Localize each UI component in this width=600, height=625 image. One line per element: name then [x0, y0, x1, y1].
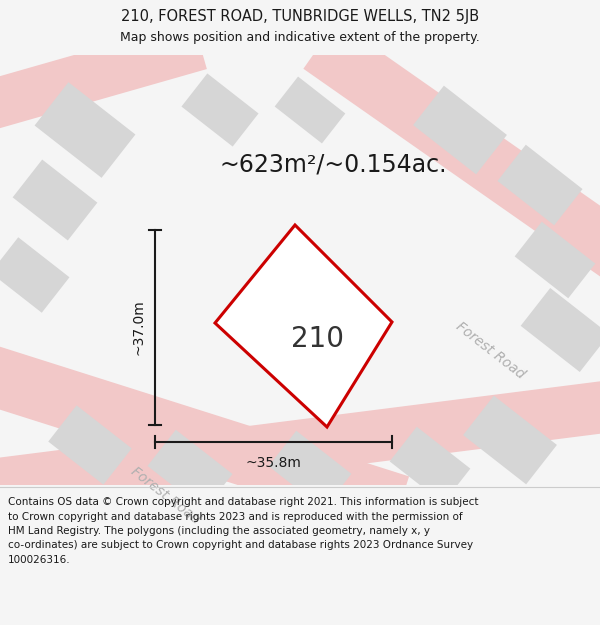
- Polygon shape: [0, 379, 600, 511]
- Polygon shape: [35, 82, 136, 178]
- Polygon shape: [48, 406, 132, 484]
- Polygon shape: [515, 222, 595, 298]
- Text: 210, FOREST ROAD, TUNBRIDGE WELLS, TN2 5JB: 210, FOREST ROAD, TUNBRIDGE WELLS, TN2 5…: [121, 9, 479, 24]
- Text: 210: 210: [291, 325, 344, 353]
- Polygon shape: [521, 288, 600, 372]
- Polygon shape: [215, 225, 392, 427]
- Polygon shape: [148, 430, 233, 510]
- Polygon shape: [0, 21, 207, 129]
- Text: ~37.0m: ~37.0m: [131, 299, 145, 356]
- Text: co-ordinates) are subject to Crown copyright and database rights 2023 Ordnance S: co-ordinates) are subject to Crown copyr…: [8, 541, 473, 551]
- Polygon shape: [304, 21, 600, 279]
- Text: Map shows position and indicative extent of the property.: Map shows position and indicative extent…: [120, 31, 480, 44]
- Polygon shape: [275, 76, 346, 144]
- Polygon shape: [0, 346, 409, 534]
- Text: ~35.8m: ~35.8m: [245, 456, 301, 470]
- Polygon shape: [181, 74, 259, 146]
- Polygon shape: [13, 159, 97, 241]
- Polygon shape: [413, 86, 507, 174]
- Text: 100026316.: 100026316.: [8, 555, 71, 565]
- Polygon shape: [269, 431, 352, 509]
- Text: Forest Road: Forest Road: [453, 319, 527, 381]
- Text: Contains OS data © Crown copyright and database right 2021. This information is : Contains OS data © Crown copyright and d…: [8, 497, 479, 507]
- Text: ~623m²/~0.154ac.: ~623m²/~0.154ac.: [220, 153, 448, 177]
- Text: HM Land Registry. The polygons (including the associated geometry, namely x, y: HM Land Registry. The polygons (includin…: [8, 526, 430, 536]
- Text: Forest Road: Forest Road: [128, 464, 202, 526]
- Polygon shape: [0, 238, 70, 312]
- Polygon shape: [389, 427, 470, 503]
- Text: to Crown copyright and database rights 2023 and is reproduced with the permissio: to Crown copyright and database rights 2…: [8, 511, 463, 521]
- Polygon shape: [463, 396, 557, 484]
- Polygon shape: [497, 145, 583, 225]
